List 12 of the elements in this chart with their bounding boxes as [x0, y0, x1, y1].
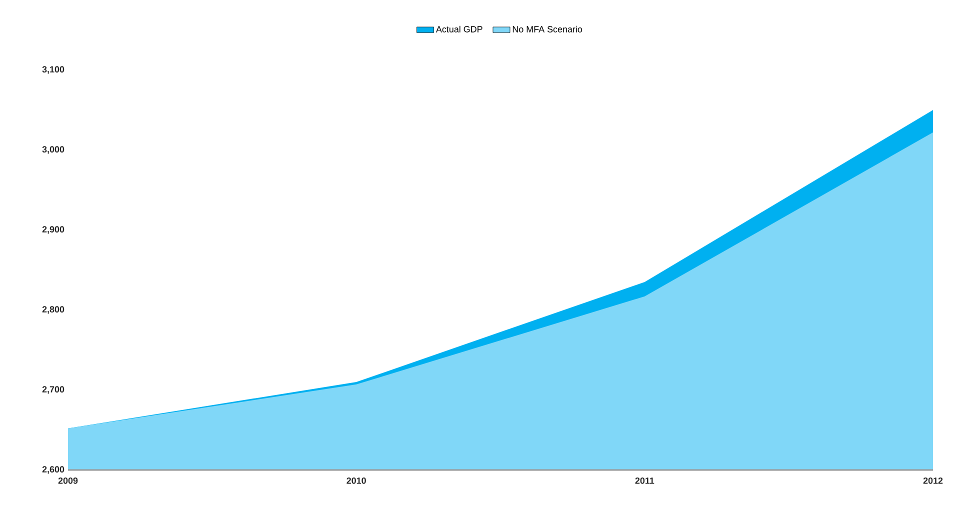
x-tick-label: 2012 — [923, 478, 943, 484]
y-tick-label: 2,900 — [42, 226, 64, 234]
y-tick-label: 2,700 — [42, 386, 64, 394]
x-tick-label: 2010 — [346, 478, 366, 484]
y-tick-label: 2,800 — [42, 306, 64, 314]
y-tick-label: 2,600 — [42, 466, 64, 474]
y-tick-label: 3,000 — [42, 146, 64, 154]
x-tick-label: 2011 — [635, 478, 654, 484]
legend-label: Actual GDP — [436, 26, 482, 32]
legend-label: No MFA Scenario — [512, 26, 582, 32]
y-tick-label: 3,100 — [42, 66, 64, 74]
x-tick-label: 2009 — [58, 478, 78, 484]
